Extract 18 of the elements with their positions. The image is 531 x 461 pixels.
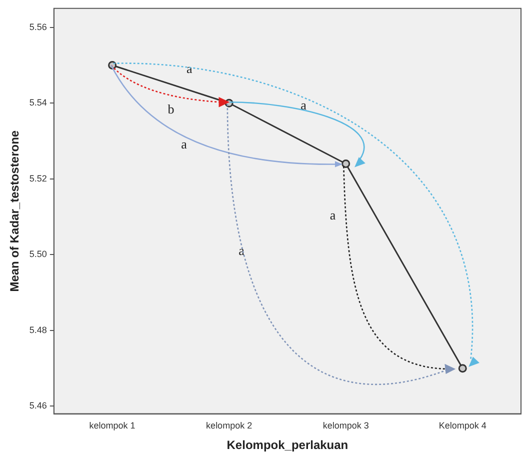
y-tick-label: 5.48 [29, 324, 47, 335]
y-tick-label: 5.50 [29, 249, 47, 260]
annotation: a [330, 208, 336, 223]
y-tick-label: 5.52 [29, 173, 47, 184]
y-tick-label: 5.54 [29, 98, 47, 108]
x-tick-label: Kelompok 4 [438, 420, 486, 431]
annotation: b [168, 102, 174, 117]
y-tick-label: 5.56 [29, 22, 47, 32]
x-tick-label: kelompok 2 [206, 420, 252, 431]
y-axis-title: Mean of Kadar_testosterone [8, 130, 22, 292]
y-tick-label: 5.46 [29, 400, 47, 411]
point [458, 364, 467, 373]
x-tick-label: kelompok 3 [322, 420, 369, 431]
x-tick-label: kelompok 1 [89, 420, 136, 431]
x-axis-title: Kelompok_perlakuan [226, 438, 348, 452]
annotation: a [300, 98, 307, 113]
point [342, 159, 350, 168]
annotation: a [181, 136, 188, 152]
